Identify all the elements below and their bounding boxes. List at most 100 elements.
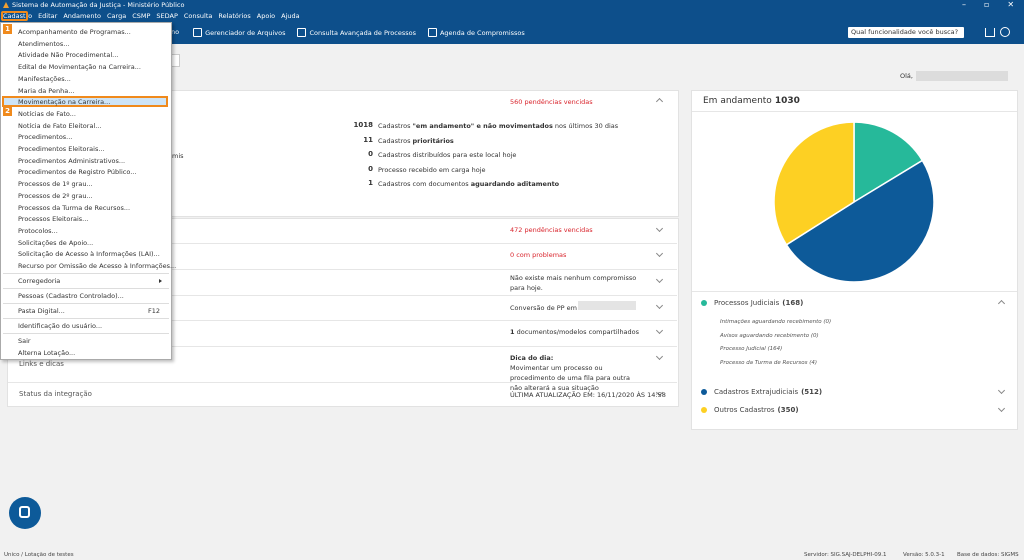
dropdown-item[interactable]: Acompanhamento de Programas... <box>2 26 168 37</box>
step-marker: 2 <box>3 106 12 116</box>
text-part: "em andamento" e não movimentados <box>412 122 553 130</box>
dropdown-item[interactable]: Edital de Movimentação na Carreira... <box>2 61 168 72</box>
pie-slice[interactable] <box>773 121 855 246</box>
chat-button[interactable] <box>9 497 41 529</box>
menu-item[interactable]: Consulta <box>183 12 213 20</box>
dropdown-item[interactable]: Sair <box>2 335 168 346</box>
group-name: Processos Judiciais <box>714 299 780 307</box>
step-marker: 1 <box>3 24 12 34</box>
menu-item[interactable]: Ajuda <box>281 12 300 20</box>
shortcut: F12 <box>147 307 160 315</box>
dropdown-item[interactable]: Processos da Turma de Recursos... <box>2 202 168 213</box>
dropdown-item[interactable]: Solicitações de Apoio... <box>2 237 168 248</box>
dropdown-label: Recurso por Omissão de Acesso à Informaç… <box>18 262 177 270</box>
legend-dot <box>701 389 707 395</box>
row-title: Links e dicas <box>19 360 64 368</box>
text-part: documentos/modelos compartilhados <box>514 328 640 336</box>
menu-bar: Cadastro Editar Andamento Carga CSMP SEDAP Con… <box>2 12 301 20</box>
toolbar-icon <box>193 28 203 37</box>
row-text: Movimentar um processo ou procedimento d… <box>510 364 630 392</box>
dropdown-item[interactable]: Notícia de Fato Eleitoral... <box>2 120 168 131</box>
dropdown-item[interactable]: Recurso por Omissão de Acesso à Informaç… <box>2 260 176 271</box>
stat-count: 1 <box>368 179 373 187</box>
dropdown-item[interactable]: Pasta Digital... F12 <box>2 305 168 316</box>
text-part: Processo recebido em carga hoje <box>378 165 486 174</box>
text-part: Cadastros <box>378 136 413 145</box>
menu-item[interactable]: CSMP <box>132 12 151 20</box>
menu-item[interactable]: SEDAP <box>156 12 178 20</box>
stat-count: 0 <box>368 150 373 158</box>
status-item: Versão: 5.0.3-1 <box>903 552 945 558</box>
group-count: (512) <box>801 388 823 396</box>
text-part: prioritários <box>412 136 454 145</box>
users-icon[interactable] <box>1000 27 1010 37</box>
summary-title: Em andamento <box>703 96 772 106</box>
menu-item[interactable]: Apoio <box>256 12 276 20</box>
menu-separator <box>3 332 169 334</box>
menu-item[interactable]: Relatórios <box>218 12 251 20</box>
legend-label[interactable]: Processos Judiciais (168) <box>714 299 803 307</box>
dropdown-label: Processos de 1º grau... <box>18 180 93 189</box>
menu-item[interactable]: Cadastro <box>3 12 33 20</box>
dropdown-label: Procedimentos Eleitorais... <box>18 145 105 153</box>
text-part: Cadastros <box>378 122 413 130</box>
dropdown-item[interactable]: Maria da Penha... <box>2 85 168 96</box>
row-divider <box>8 295 677 296</box>
dropdown-item[interactable]: Processos de 2º grau... <box>2 190 168 201</box>
dropdown-label: Maria da Penha... <box>18 86 75 95</box>
stat-text: Processo recebido em carga hoje <box>378 166 486 174</box>
row-divider <box>8 320 677 321</box>
toolbar-label: Consulta Avançada de Processos <box>309 28 416 37</box>
dropdown-item[interactable]: Atividade Não Procedimental... <box>2 49 168 60</box>
dropdown-label: Pessoas (Cadastro Controlado)... <box>18 292 124 300</box>
group-name: Cadastros Extrajudiciais <box>714 388 799 396</box>
dropdown-item[interactable]: Manifestações... <box>2 73 168 84</box>
dropdown-item[interactable]: Processos Eleitorais... <box>2 213 168 224</box>
toolbar-button[interactable]: Gerenciador de Arquivos <box>193 28 285 37</box>
alert-text: 472 pendências vencidas <box>510 226 593 234</box>
menu-item[interactable]: Editar <box>38 12 58 20</box>
stat-text: Cadastros com documentos aguardando adit… <box>378 180 559 188</box>
user-name-blurred <box>916 71 1008 81</box>
toolbar-button[interactable]: Agenda de Compromissos <box>427 28 525 37</box>
dropdown-label: Processos Eleitorais... <box>18 215 89 224</box>
dropdown-label: Protocolos... <box>18 226 58 235</box>
dropdown-item[interactable]: Procedimentos Administrativos... <box>2 155 168 166</box>
dropdown-item[interactable]: Solicitação de Acesso à Informações (LAI… <box>2 248 168 259</box>
menu-item[interactable]: Carga <box>106 12 127 20</box>
dropdown-item[interactable]: Protocolos... <box>2 225 168 236</box>
menu-item[interactable]: Andamento <box>63 12 101 20</box>
window-title: Sistema de Automação da Justiça - Minist… <box>12 1 185 9</box>
pie-chart <box>773 121 935 283</box>
dropdown-label: Notícia de Fato Eleitoral... <box>18 121 102 130</box>
dropdown-item[interactable]: Identificação do usuário... <box>2 320 168 331</box>
dropdown-item[interactable]: Notícias de Fato... <box>2 108 168 119</box>
chevron <box>997 404 1006 413</box>
legend-label[interactable]: Outros Cadastros (350) <box>714 406 799 414</box>
toolbar-partial[interactable]: no <box>171 28 180 36</box>
dropdown-item[interactable]: Procedimentos Eleitorais... <box>2 143 168 154</box>
dropdown-item[interactable]: Corregedoria <box>2 275 168 286</box>
dropdown-item[interactable]: Procedimentos de Registro Público... <box>2 166 168 177</box>
toolbar-icon <box>427 28 437 37</box>
row-divider <box>8 269 677 270</box>
dropdown-item[interactable]: Alterna Lotação... <box>2 347 168 358</box>
pie-slice[interactable] <box>785 159 935 283</box>
dropdown-item[interactable]: Atendimentos... <box>2 38 168 49</box>
legend-dot <box>701 407 707 413</box>
home-icon[interactable] <box>985 28 995 37</box>
dropdown-item[interactable]: Procedimentos... <box>2 131 168 142</box>
search-box[interactable]: Qual funcionalidade você busca? <box>848 27 964 38</box>
group-count: (168) <box>782 299 804 307</box>
summary-total: 1030 <box>774 96 800 106</box>
chevron <box>997 299 1006 308</box>
toolbar-button[interactable]: Consulta Avançada de Processos <box>297 28 416 37</box>
legend-label[interactable]: Cadastros Extrajudiciais (512) <box>714 388 822 396</box>
window-controls[interactable]: –▫✕ <box>962 0 1014 9</box>
dropdown-item[interactable]: Processos de 1º grau... <box>2 178 168 189</box>
pie-slice[interactable] <box>853 121 924 204</box>
dropdown-item[interactable]: Pessoas (Cadastro Controlado)... <box>2 290 168 301</box>
divider <box>692 291 1017 292</box>
dropdown-item[interactable]: Movimentação na Carreira... <box>2 96 168 108</box>
